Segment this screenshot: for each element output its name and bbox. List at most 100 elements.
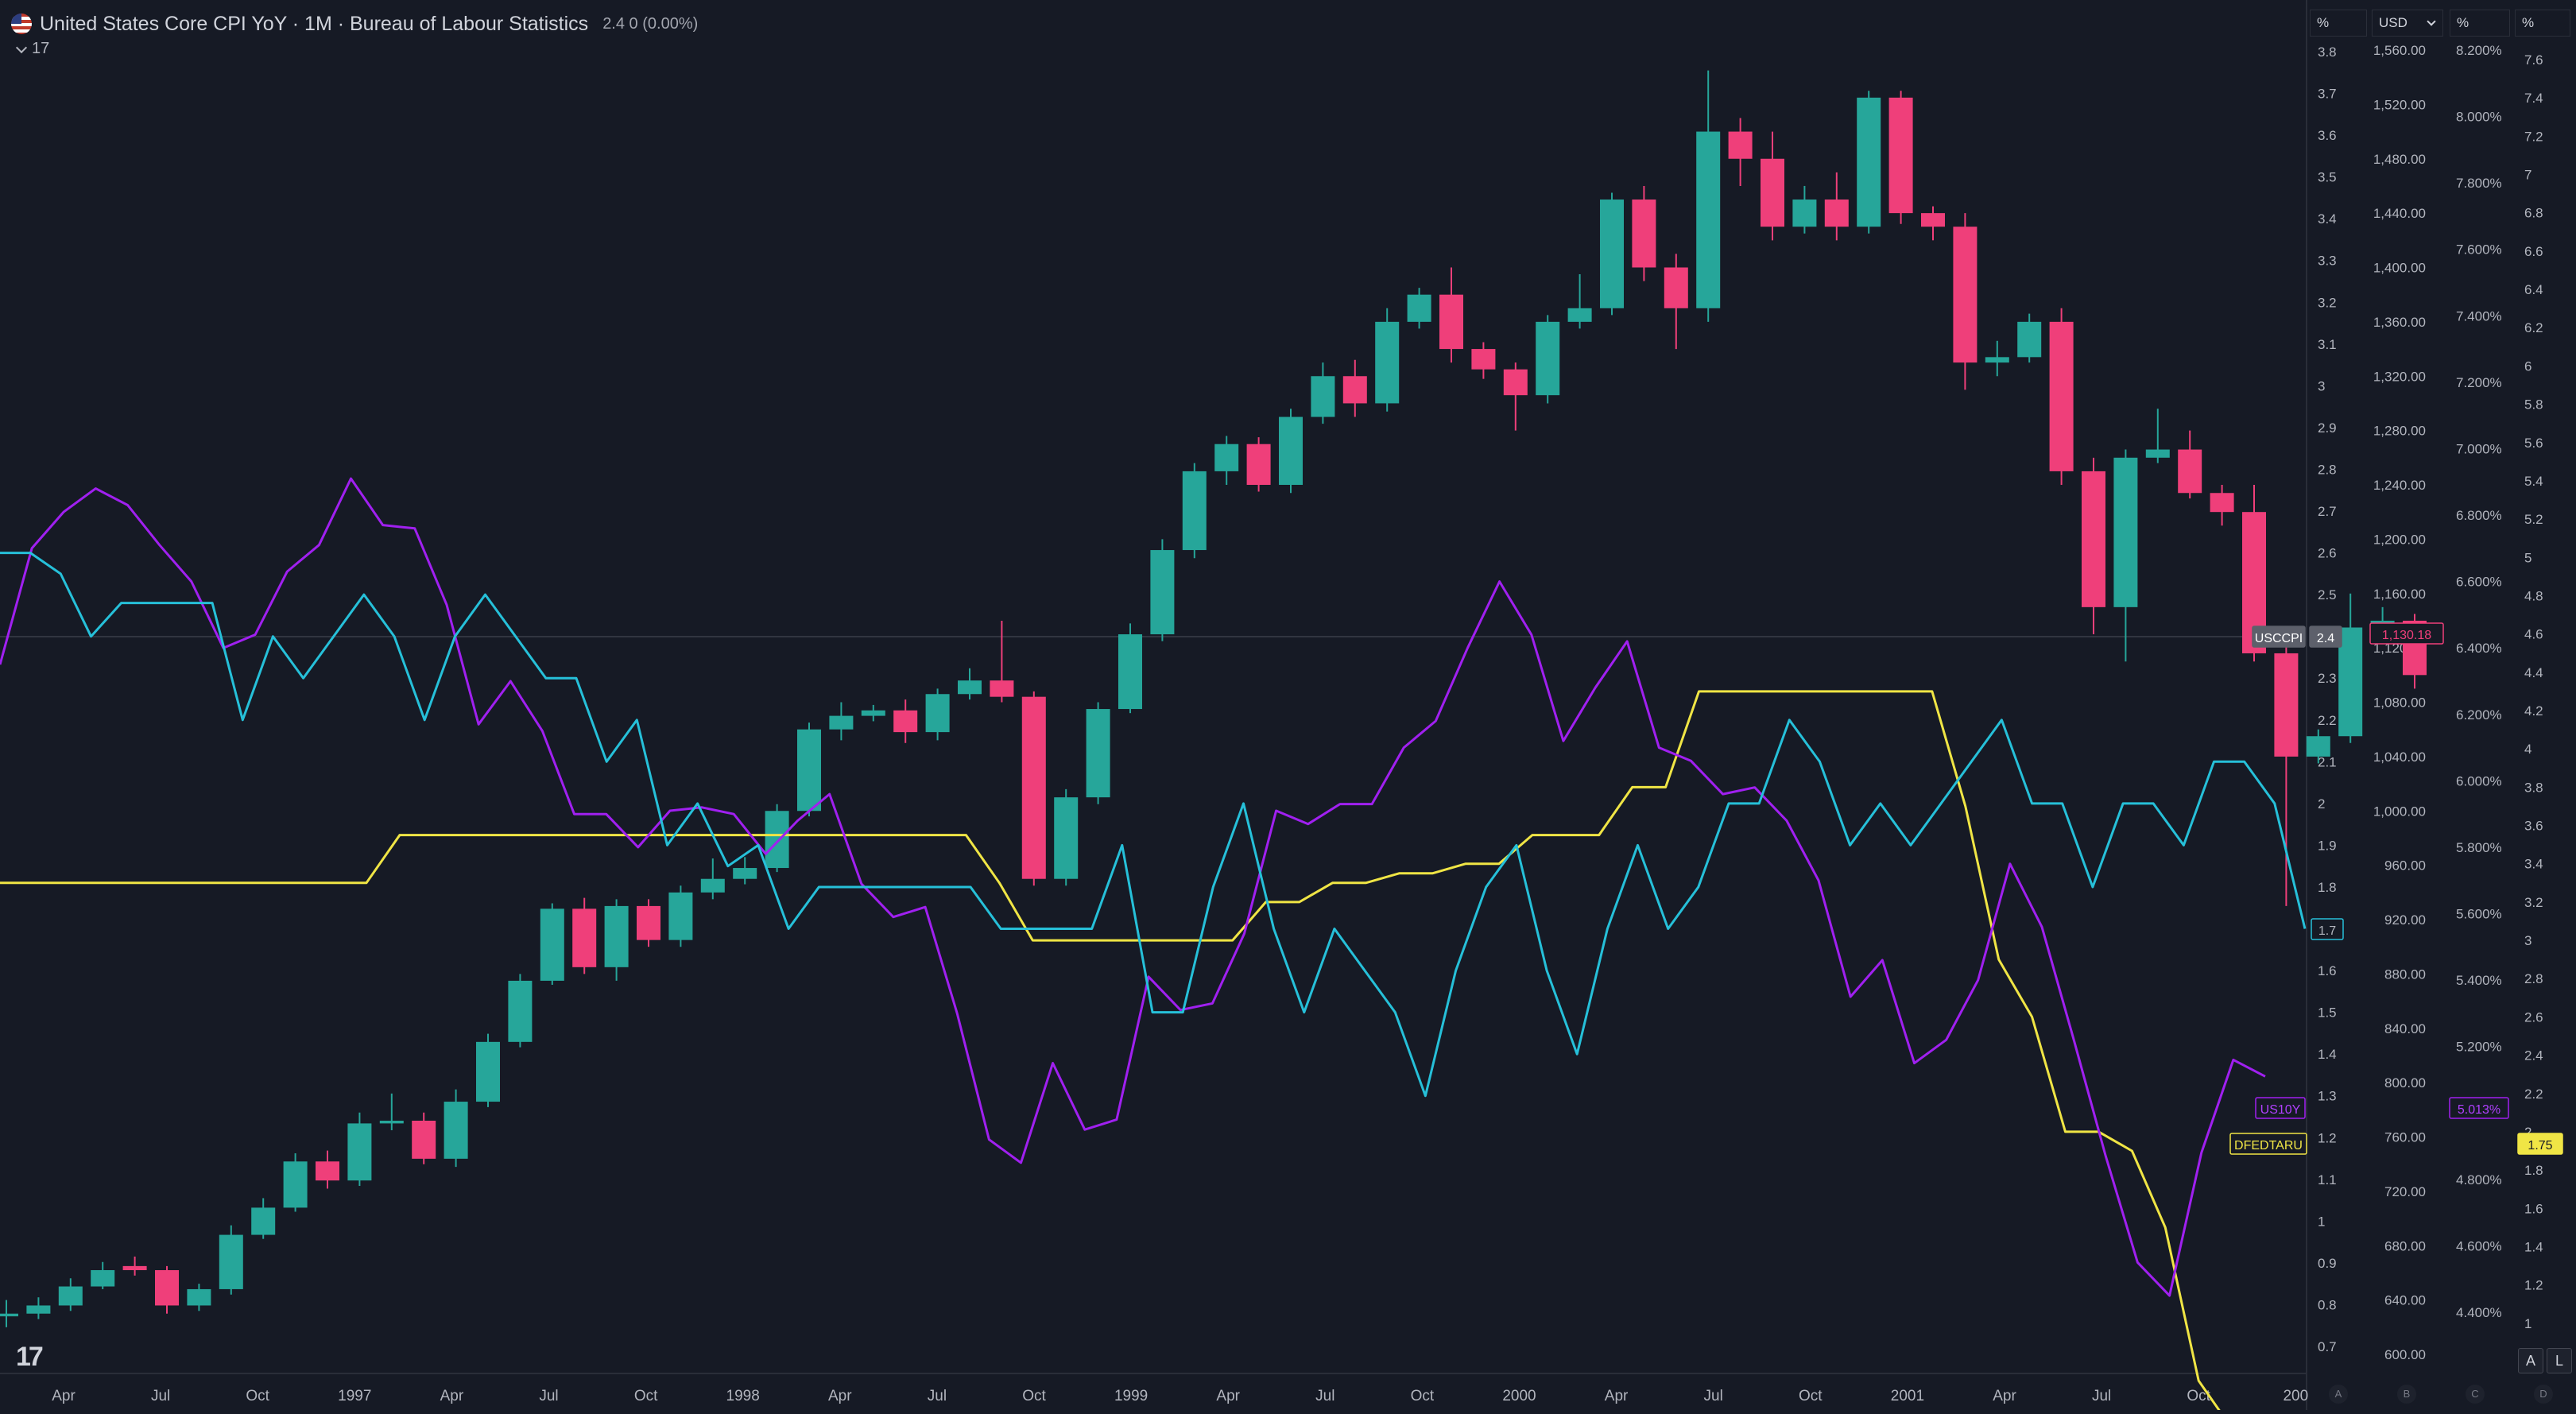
usd-axis-tick: 680.00: [2384, 1238, 2426, 1253]
us10y-axis-tick: 6.400%: [2456, 641, 2502, 656]
candle-body: [1279, 416, 1303, 485]
candle-body: [604, 905, 629, 967]
cpi-axis-tick: 0.9: [2318, 1256, 2337, 1271]
usd-axis-tick: 1,280.00: [2373, 424, 2426, 439]
cpi-axis-tick: 1.6: [2318, 963, 2337, 978]
candle-body: [2178, 449, 2202, 494]
candle-body: [1728, 131, 1753, 159]
candle-body: [2306, 736, 2330, 757]
time-axis-tick: Apr: [1605, 1388, 1629, 1404]
fed-axis-tick: 2.2: [2524, 1087, 2543, 1102]
candle-body: [1182, 471, 1207, 551]
fed-axis-tick: 4.4: [2524, 665, 2543, 680]
svg-text:DFEDTARU: DFEDTARU: [2234, 1139, 2303, 1153]
us10y-line: [0, 477, 2266, 1297]
aux-button-b[interactable]: B: [2397, 1385, 2416, 1404]
time-axis-tick: 1999: [1114, 1388, 1148, 1404]
candle-body: [2082, 471, 2105, 607]
log-scale-button[interactable]: L: [2547, 1348, 2572, 1373]
time-axis-tick: Jul: [928, 1388, 947, 1404]
cpi-axis-tick: 3.7: [2318, 87, 2337, 102]
candle-body: [347, 1123, 372, 1181]
usd-axis-tick: 1,000.00: [2373, 804, 2426, 819]
fed-axis-tick: 5.2: [2524, 512, 2543, 527]
fed-axis-tick: 4.2: [2524, 703, 2543, 719]
cpi-axis-tick: 2.1: [2318, 754, 2337, 769]
candle-body: [444, 1102, 468, 1159]
aux-button-a[interactable]: A: [2329, 1385, 2348, 1404]
fed-axis-tick: 1.4: [2524, 1239, 2543, 1254]
candle-body: [1503, 369, 1528, 396]
time-axis-tick: Oct: [1411, 1388, 1435, 1404]
us10y-axis-tick: 4.600%: [2456, 1238, 2502, 1253]
usd-axis-tick: 960.00: [2384, 858, 2426, 874]
currency-selector[interactable]: USD: [2372, 10, 2443, 37]
cpi-axis-tick: 2.9: [2318, 420, 2337, 436]
candle-body: [1471, 349, 1496, 370]
cpi-axis-tick: 1.1: [2318, 1172, 2337, 1187]
usd-axis-tick: 760.00: [2384, 1130, 2426, 1145]
tradingview-logo-icon[interactable]: 17: [16, 1342, 44, 1372]
candle-body: [893, 710, 918, 733]
time-axis-tick: 2000: [1502, 1388, 1536, 1404]
time-axis-tick: 2001: [1891, 1388, 1924, 1404]
usd-axis-tick: 1,360.00: [2373, 315, 2426, 330]
time-axis-tick: Jul: [1704, 1388, 1723, 1404]
aux-button-c[interactable]: C: [2466, 1385, 2485, 1404]
fed-target-line: [0, 690, 2224, 1414]
auto-scale-button[interactable]: A: [2518, 1348, 2543, 1373]
candle-body: [2049, 321, 2074, 471]
candle-body: [2274, 653, 2299, 757]
us10y-axis-tick: 6.200%: [2456, 707, 2502, 722]
usd-axis-tick: 1,520.00: [2373, 97, 2426, 112]
cpi-axis-tick: 0.7: [2318, 1339, 2337, 1354]
chevron-down-icon: [15, 41, 28, 53]
candle-body: [1567, 308, 1592, 322]
currency-label: USD: [2379, 15, 2407, 30]
candle-body: [26, 1305, 51, 1314]
svg-text:US10Y: US10Y: [2260, 1103, 2301, 1117]
cpi-axis-tick: 2.8: [2318, 462, 2337, 477]
axis-unit-left[interactable]: %: [2310, 10, 2367, 37]
time-axis-tick: Apr: [440, 1388, 464, 1404]
indicators-toggle[interactable]: 17: [15, 40, 50, 58]
fed-axis-tick: 3: [2524, 933, 2531, 948]
cpi-axis-tick: 0.8: [2318, 1297, 2337, 1312]
fed-axis-tick: 5: [2524, 550, 2531, 565]
aux-button-d[interactable]: D: [2534, 1385, 2553, 1404]
time-axis-tick: Jul: [151, 1388, 170, 1404]
us10y-axis-tick: 7.000%: [2456, 441, 2502, 456]
candle-body: [1375, 321, 1400, 404]
indicator-count: 17: [32, 40, 50, 57]
ohlc-readout: 2.4 0 (0.00%): [602, 14, 699, 33]
cpi-axis-tick: 1.5: [2318, 1005, 2337, 1021]
chart-title[interactable]: United States Core CPI YoY · 1M · Bureau…: [40, 12, 589, 35]
svg-text:5.013%: 5.013%: [2458, 1103, 2500, 1117]
us10y-last-label: 5.013%: [2449, 1097, 2509, 1119]
candle-body: [1857, 97, 1881, 227]
usd-axis-tick: 1,320.00: [2373, 369, 2426, 384]
usd-axis-tick: 800.00: [2384, 1075, 2426, 1091]
axis-unit-us10y[interactable]: %: [2450, 10, 2510, 37]
time-axis-tick: Oct: [1022, 1388, 1046, 1404]
candle-body: [476, 1041, 500, 1102]
candle-body: [861, 710, 885, 716]
candle-body: [1664, 267, 1688, 308]
fed-axis-tick: 1.2: [2524, 1278, 2543, 1293]
axis-unit-fed[interactable]: %: [2515, 10, 2570, 37]
cpi-axis-tick: 2.7: [2318, 504, 2337, 519]
fed-axis-tick: 2.8: [2524, 971, 2543, 986]
candle-body: [508, 980, 533, 1042]
us10y-axis-tick: 7.600%: [2456, 242, 2502, 258]
chart-header: United States Core CPI YoY · 1M · Bureau…: [11, 10, 698, 38]
us10y-axis-tick: 8.000%: [2456, 110, 2502, 125]
candle-body: [412, 1120, 436, 1159]
candle-body: [2145, 449, 2170, 458]
usd-axis-tick: 840.00: [2384, 1021, 2426, 1036]
candle-body: [2113, 457, 2138, 607]
us10y-axis-tick: 4.400%: [2456, 1305, 2502, 1320]
time-axis-tick: Apr: [52, 1388, 76, 1404]
cpi-axis-tick: 1.3: [2318, 1089, 2337, 1104]
